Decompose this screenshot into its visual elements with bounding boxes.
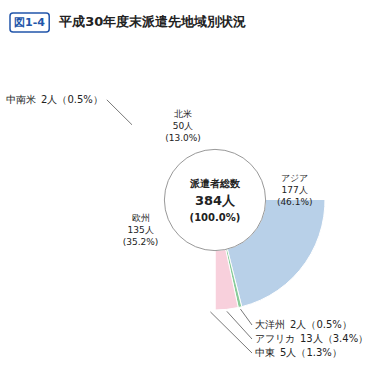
donut-hole-border (164, 149, 265, 250)
pie-slice (215, 249, 238, 310)
leader-line (240, 309, 252, 325)
label-value: 50人 (173, 121, 193, 131)
title-tag-box (10, 13, 49, 32)
label-percentage: （0.5%） (306, 319, 351, 330)
label-value: 5人 (280, 347, 296, 358)
label-percentage: (35.2%) (123, 237, 159, 247)
label-percentage: （3.4%） (323, 333, 368, 344)
leader-line (227, 311, 252, 339)
slices (215, 200, 325, 310)
label-value: 135人 (127, 225, 153, 235)
label-category: 中東 (255, 347, 275, 358)
label-category: 欧州 (132, 213, 150, 223)
label-category: 北米 (174, 109, 192, 119)
title-tag: 図1-4 (14, 16, 45, 29)
label-value: 177人 (282, 185, 308, 195)
center-total: 384人 (195, 193, 236, 208)
outside-label: 中南米 2人（0.5%） (6, 94, 103, 105)
label-category: 中南米 (6, 94, 36, 105)
label-percentage: （1.3%） (296, 347, 341, 358)
inside-label: 北米 50人 (13.0%) (165, 109, 201, 143)
outside-label: アフリカ 13人（3.4%） (255, 333, 368, 344)
label-value: 2人 (290, 319, 306, 330)
outside-label: 大洋州 2人（0.5%） (255, 319, 352, 330)
outside-label: 中東 5人（1.3%） (255, 347, 342, 358)
inside-label: 欧州 135人 (35.2%) (123, 213, 159, 247)
label-value: 13人 (300, 333, 323, 344)
leader-line (107, 100, 132, 125)
label-value: 2人 (41, 94, 57, 105)
chart-title: 平成30年度末派遣先地域別状況 (58, 14, 246, 29)
leader-line (210, 312, 252, 353)
label-category: アジア (281, 173, 308, 183)
label-percentage: (46.1%) (277, 197, 313, 207)
center-title: 派遣者総数 (189, 178, 241, 189)
inside-label: アジア 177人 (46.1%) (277, 173, 313, 207)
label-category: アフリカ (255, 333, 295, 344)
label-percentage: （0.5%） (57, 94, 102, 105)
chart-svg: 図1-4 平成30年度末派遣先地域別状況派遣者総数 384人 (100.0%) アジア 1… (0, 0, 380, 390)
labels: 派遣者総数384人(100.0%)アジア177人(46.1%)大洋州2人（0.5… (6, 94, 368, 358)
label-category: 大洋州 (255, 319, 285, 330)
chart-container: 図1-4 平成30年度末派遣先地域別状況派遣者総数 384人 (100.0%) アジア 1… (0, 0, 380, 390)
center-percentage: (100.0%) (190, 212, 241, 223)
title-group: 図1-4 平成30年度末派遣先地域別状況 (10, 13, 246, 32)
label-percentage: (13.0%) (165, 133, 201, 143)
